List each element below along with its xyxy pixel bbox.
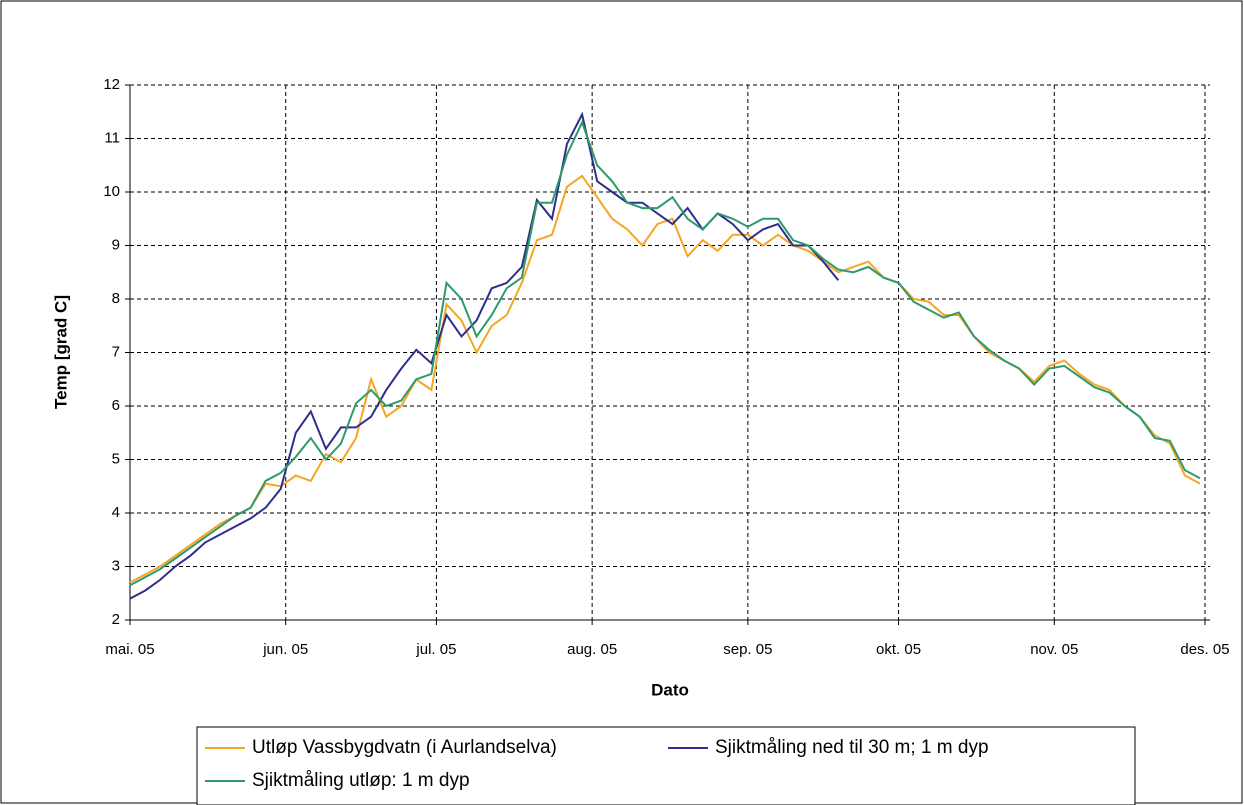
y-tick-label: 6	[112, 397, 120, 414]
legend-label: Sjiktmåling utløp: 1 m dyp	[252, 770, 470, 791]
y-tick-label: 7	[112, 343, 120, 360]
y-tick-label: 8	[112, 290, 120, 307]
y-tick-label: 11	[104, 129, 120, 146]
x-tick-label: jul. 05	[415, 641, 456, 658]
y-tick-label: 3	[112, 557, 120, 574]
y-tick-label: 2	[112, 611, 120, 628]
x-tick-label: jun. 05	[262, 641, 308, 658]
x-tick-label: aug. 05	[567, 641, 617, 658]
x-tick-label: nov. 05	[1030, 641, 1078, 658]
legend-label: Sjiktmåling ned til 30 m; 1 m dyp	[715, 737, 989, 758]
y-tick-label: 5	[112, 450, 120, 467]
legend-label: Utløp Vassbygdvatn (i Aurlandselva)	[252, 737, 557, 758]
x-tick-label: sep. 05	[723, 641, 772, 658]
series-line	[129, 119, 1201, 587]
legend	[196, 726, 1136, 805]
x-tick-label: des. 05	[1180, 641, 1229, 658]
y-tick-label: 9	[112, 236, 120, 253]
x-axis-title: Dato	[651, 680, 689, 699]
y-tick-label: 4	[112, 504, 120, 521]
x-tick-label: mai. 05	[105, 641, 154, 658]
y-axis-title: Temp [grad C]	[51, 295, 70, 409]
y-tick-label: 10	[103, 183, 120, 200]
y-tick-label: 12	[103, 76, 120, 93]
x-tick-label: okt. 05	[876, 641, 921, 658]
